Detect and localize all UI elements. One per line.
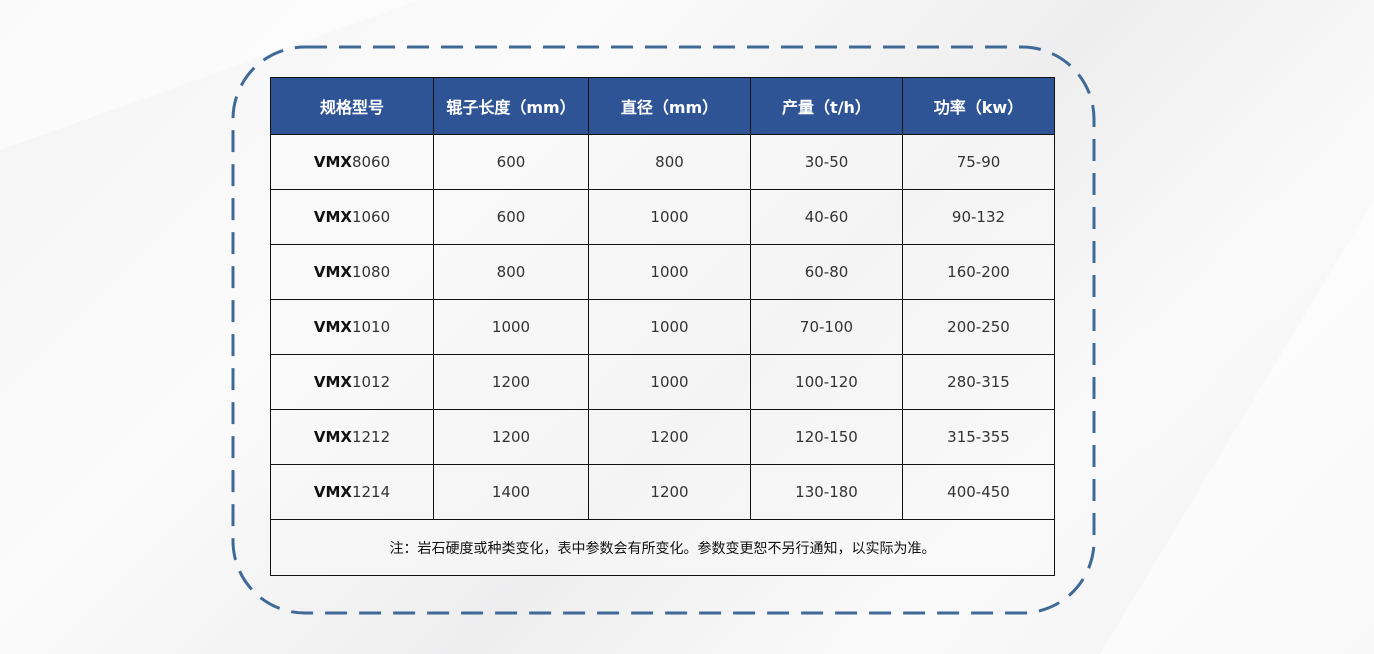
model-prefix: VMX: [313, 208, 352, 226]
model-prefix: VMX: [313, 373, 352, 391]
model-prefix: VMX: [313, 318, 352, 336]
model-cell: VMX1010: [270, 299, 434, 355]
table-row: VMX8060 600 800 30-50 75-90: [270, 134, 1055, 190]
output-cell: 120-150: [750, 409, 903, 465]
power-cell: 280-315: [902, 354, 1055, 410]
model-cell: VMX1214: [270, 464, 434, 520]
power-cell: 400-450: [902, 464, 1055, 520]
power-cell: 315-355: [902, 409, 1055, 465]
note-text: 注：岩石硬度或种类变化，表中参数会有所变化。参数变更恕不另行通知，以实际为准。: [270, 519, 1055, 576]
table-row: VMX1010 1000 1000 70-100 200-250: [270, 299, 1055, 355]
spec-table: 规格型号 辊子长度（mm） 直径（mm） 产量（t/h） 功率（kw） VMX8…: [270, 77, 1055, 576]
model-number: 1214: [351, 483, 391, 501]
length-cell: 600: [433, 134, 589, 190]
diameter-cell: 1200: [588, 464, 751, 520]
model-number: 8060: [351, 153, 391, 171]
model-number: 1012: [351, 373, 391, 391]
model-number: 1010: [351, 318, 391, 336]
model-prefix: VMX: [313, 428, 352, 446]
table-row: VMX1212 1200 1200 120-150 315-355: [270, 409, 1055, 465]
table-row: VMX1214 1400 1200 130-180 400-450: [270, 464, 1055, 520]
output-cell: 100-120: [750, 354, 903, 410]
model-prefix: VMX: [313, 263, 352, 281]
header-output: 产量（t/h）: [750, 77, 903, 135]
length-cell: 600: [433, 189, 589, 245]
table-row: VMX1080 800 1000 60-80 160-200: [270, 244, 1055, 300]
diameter-cell: 1000: [588, 354, 751, 410]
model-number: 1212: [351, 428, 391, 446]
diameter-cell: 1000: [588, 189, 751, 245]
diameter-cell: 1000: [588, 244, 751, 300]
header-roller-length: 辊子长度（mm）: [433, 77, 589, 135]
length-cell: 1200: [433, 409, 589, 465]
power-cell: 75-90: [902, 134, 1055, 190]
model-number: 1080: [351, 263, 391, 281]
length-cell: 1200: [433, 354, 589, 410]
model-cell: VMX1212: [270, 409, 434, 465]
output-cell: 70-100: [750, 299, 903, 355]
length-cell: 800: [433, 244, 589, 300]
header-power: 功率（kw）: [902, 77, 1055, 135]
model-cell: VMX8060: [270, 134, 434, 190]
length-cell: 1000: [433, 299, 589, 355]
table-row: VMX1060 600 1000 40-60 90-132: [270, 189, 1055, 245]
note-row: 注：岩石硬度或种类变化，表中参数会有所变化。参数变更恕不另行通知，以实际为准。: [270, 519, 1055, 576]
header-row: 规格型号 辊子长度（mm） 直径（mm） 产量（t/h） 功率（kw）: [270, 77, 1055, 135]
model-cell: VMX1012: [270, 354, 434, 410]
output-cell: 40-60: [750, 189, 903, 245]
header-model: 规格型号: [270, 77, 434, 135]
power-cell: 200-250: [902, 299, 1055, 355]
diameter-cell: 1000: [588, 299, 751, 355]
header-diameter: 直径（mm）: [588, 77, 751, 135]
power-cell: 160-200: [902, 244, 1055, 300]
model-prefix: VMX: [313, 483, 352, 501]
model-number: 1060: [351, 208, 391, 226]
table-row: VMX1012 1200 1000 100-120 280-315: [270, 354, 1055, 410]
output-cell: 60-80: [750, 244, 903, 300]
diameter-cell: 800: [588, 134, 751, 190]
length-cell: 1400: [433, 464, 589, 520]
model-prefix: VMX: [313, 153, 352, 171]
output-cell: 130-180: [750, 464, 903, 520]
diameter-cell: 1200: [588, 409, 751, 465]
model-cell: VMX1080: [270, 244, 434, 300]
power-cell: 90-132: [902, 189, 1055, 245]
output-cell: 30-50: [750, 134, 903, 190]
model-cell: VMX1060: [270, 189, 434, 245]
